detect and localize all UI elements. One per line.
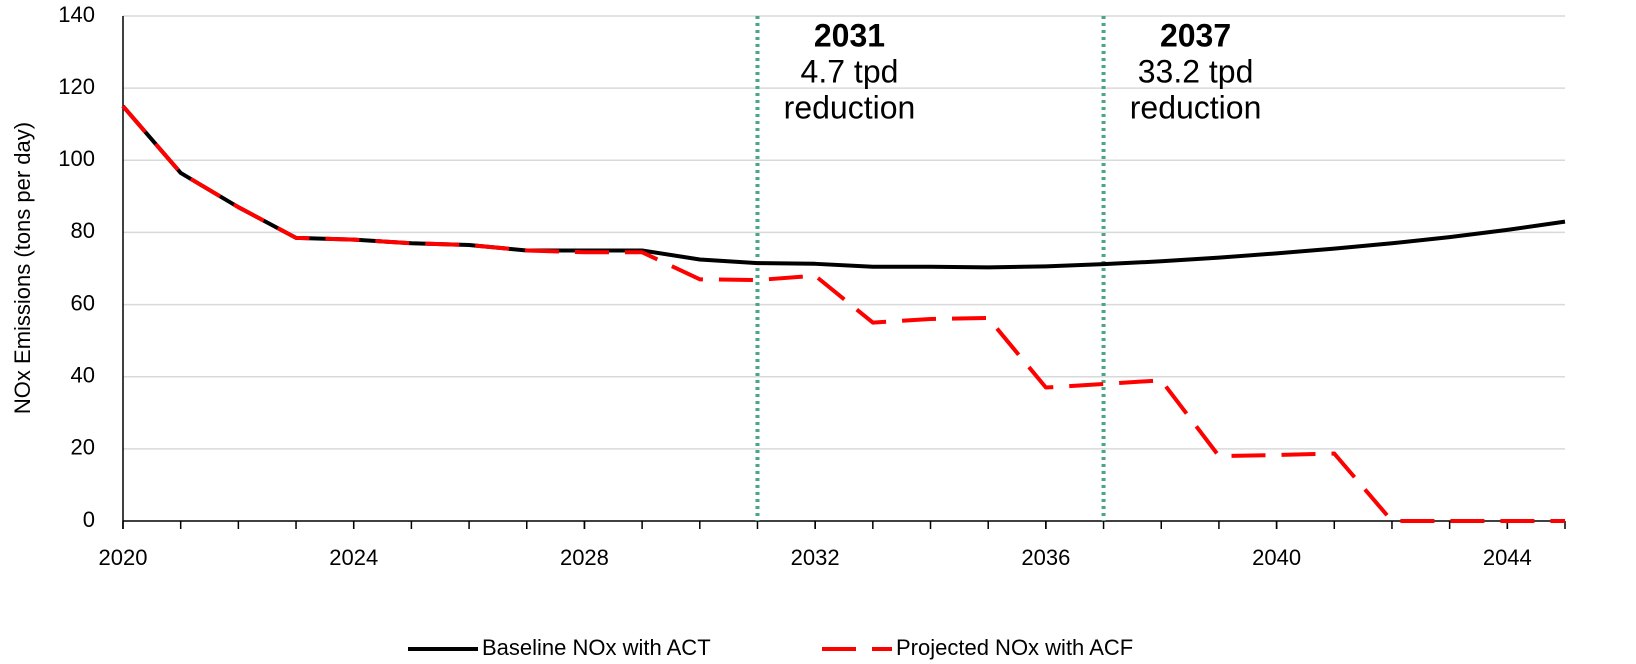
y-tick-label: 100 xyxy=(58,146,95,171)
x-tick-label: 2024 xyxy=(329,545,378,570)
legend-label: Baseline NOx with ACT xyxy=(482,635,711,660)
annotation-text: reduction xyxy=(784,89,916,125)
y-tick-label: 80 xyxy=(71,218,95,243)
x-tick-label: 2040 xyxy=(1252,545,1301,570)
annotation-year: 2037 xyxy=(1160,17,1231,53)
annotation-amount: 33.2 tpd xyxy=(1138,53,1254,89)
x-tick-label: 2020 xyxy=(99,545,148,570)
series-line xyxy=(121,104,1565,523)
annotation-text: reduction xyxy=(1130,89,1262,125)
y-tick-label: 20 xyxy=(71,435,95,460)
series-line xyxy=(121,104,1566,270)
annotation-year: 2031 xyxy=(814,17,885,53)
legend-label: Projected NOx with ACF xyxy=(896,635,1133,660)
x-tick-label: 2036 xyxy=(1021,545,1070,570)
annotation-amount: 4.7 tpd xyxy=(801,53,899,89)
x-tick-label: 2044 xyxy=(1483,545,1532,570)
y-tick-label: 140 xyxy=(58,2,95,27)
y-tick-label: 40 xyxy=(71,363,95,388)
y-tick-label: 0 xyxy=(83,507,95,532)
x-tick-label: 2028 xyxy=(560,545,609,570)
y-axis-label: NOx Emissions (tons per day) xyxy=(10,122,35,414)
y-tick-label: 60 xyxy=(71,290,95,315)
y-tick-label: 120 xyxy=(58,74,95,99)
x-tick-label: 2032 xyxy=(791,545,840,570)
